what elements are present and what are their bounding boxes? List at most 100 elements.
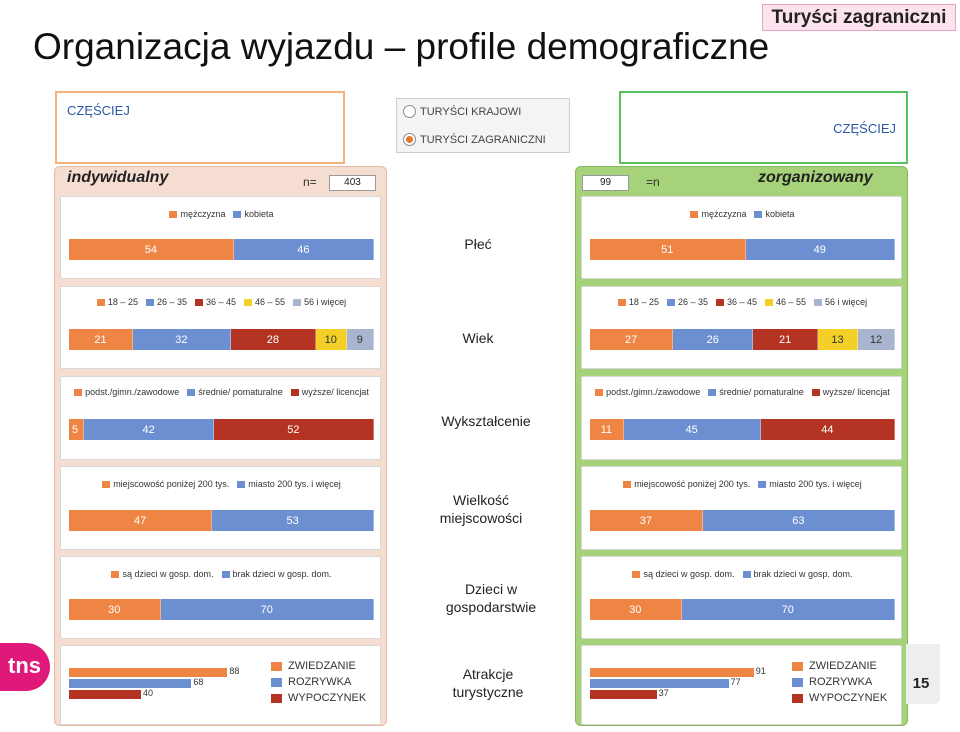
legend-label: wyższe/ licencjat [822,387,890,397]
radio-on-icon [403,133,416,146]
legend-item: ROZRYWKA [271,674,366,690]
row-label-age: Wiek [462,330,494,346]
attraction-value: 77 [730,677,741,687]
bar-segment: 45 [623,419,761,440]
bar-segment: 13 [817,329,858,350]
chart-legend: 18 – 25 26 – 35 36 – 45 46 – 55 56 i więcej [582,297,903,307]
legend-swatch [74,388,83,396]
n-label: n= [303,175,317,189]
attraction-bar [69,668,228,677]
bar-segment: 21 [753,329,818,350]
legend-label: mężczyzna [701,209,747,219]
frequency-filter-left[interactable]: CZĘŚCIEJ [55,91,345,164]
attraction-value: 37 [658,688,669,698]
frequency-filter-right[interactable]: CZĘŚCIEJ [619,91,908,164]
chart-legend: mężczyzna kobieta [61,209,382,219]
legend-label: WYPOCZYNEK [809,692,888,704]
legend-label: 18 – 25 [628,297,659,307]
bar-segment: 51 [590,239,746,260]
legend-swatch [271,677,282,687]
stacked-bar: 47 53 [69,510,374,531]
legend-item: 46 – 55 [765,297,806,307]
bar-segment: 70 [160,599,374,620]
legend-label: WYPOCZYNEK [288,692,367,704]
legend-label: 46 – 55 [255,297,286,307]
chart-legend: 18 – 25 26 – 35 36 – 45 46 – 55 56 i więcej [61,297,382,307]
legend-swatch [290,388,299,396]
legend-swatch [271,693,282,703]
chart-card: 91 77 37 ZWIEDZANIE ROZRYWKA WYPOCZYNEK [581,645,902,725]
bar-segment: 11 [590,419,624,440]
legend-item: 18 – 25 [96,297,138,307]
stacked-bar: 51 49 [590,239,895,260]
legend-swatch [792,661,803,671]
radio-option-foreign[interactable]: TURYŚCI ZAGRANICZNI [403,133,546,146]
bar-segment: 47 [69,510,213,531]
legend-item: wyższe/ licencjat [811,387,890,397]
legend-label: średnie/ pomaturalne [198,387,283,397]
attraction-value: 68 [193,677,204,687]
legend-item: 56 i więcej [293,297,346,307]
legend-label: są dzieci w gosp. dom. [643,569,735,579]
legend-item: kobieta [233,209,274,219]
legend-item: kobieta [754,209,795,219]
chart-card: 88 68 40 ZWIEDZANIE ROZRYWKA WYPOCZYNEK [60,645,381,725]
legend-swatch [244,298,253,306]
legend-item: są dzieci w gosp. dom. [111,569,214,579]
chart-legend: są dzieci w gosp. dom. brak dzieci w gosp… [61,569,382,579]
legend-label: miejscowość poniżej 200 tys. [113,479,230,489]
legend-label: miejscowość poniżej 200 tys. [634,479,751,489]
attraction-value: 91 [755,666,766,676]
panel-title: indywidualny [67,169,169,186]
page-number: 15 [912,675,930,692]
n-value: 403 [329,175,376,191]
legend-label: kobieta [244,209,274,219]
legend-item: są dzieci w gosp. dom. [632,569,735,579]
radio-off-icon [403,105,416,118]
chart-legend: mężczyzna kobieta [582,209,903,219]
bar-segment: 28 [230,329,317,350]
bar-segment: 9 [346,329,374,350]
legend-label: podst./gimn./zawodowe [85,387,180,397]
legend-label: 46 – 55 [776,297,807,307]
legend-swatch [595,388,604,396]
chart-card: miejscowość poniżej 200 tys. miasto 200 t… [581,466,902,550]
bar-segment: 42 [84,419,214,440]
legend-label: podst./gimn./zawodowe [606,387,701,397]
legend-item: mężczyzna [690,209,746,219]
bar-segment: 70 [681,599,895,620]
legend-label: 18 – 25 [107,297,138,307]
legend-label: 36 – 45 [205,297,237,307]
attraction-value: 40 [143,688,154,698]
chart-card: są dzieci w gosp. dom. brak dzieci w gosp… [581,556,902,639]
bar-segment: 54 [69,239,234,260]
legend-item: 56 i więcej [814,297,867,307]
legend-swatch [237,480,246,488]
stacked-bar: 21 32 28 10 9 [69,329,374,350]
radio-option-domestic[interactable]: TURYŚCI KRAJOWI [403,105,521,118]
legend-swatch [96,298,105,306]
legend-swatch [187,388,196,396]
segment-badge: Turyści zagraniczni [762,4,956,31]
chart-legend: podst./gimn./zawodowe średnie/ pomaturaln… [582,387,903,397]
stacked-bar: 37 63 [590,510,895,531]
legend-label: 26 – 35 [156,297,187,307]
row-label-attractions: Atrakcje turystyczne [452,666,524,700]
legend-label: ROZRYWKA [288,676,352,688]
chart-card: 18 – 25 26 – 35 36 – 45 46 – 55 56 i więcej 2… [60,286,381,369]
legend-swatch [792,677,803,687]
legend-label: mężczyzna [180,209,226,219]
legend-item: wyższe/ licencjat [290,387,369,397]
chart-legend: miejscowość poniżej 200 tys. miasto 200 t… [582,479,903,489]
legend-label: 56 i więcej [304,297,347,307]
legend-label: 36 – 45 [726,297,758,307]
tourist-type-selector: TURYŚCI KRAJOWI TURYŚCI ZAGRANICZNI [396,98,570,153]
legend-swatch [758,480,767,488]
chart-card: 18 – 25 26 – 35 36 – 45 46 – 55 56 i więcej 2… [581,286,902,369]
chart-card: podst./gimn./zawodowe średnie/ pomaturaln… [60,376,381,460]
row-label-town-size: Wielkość miejscowości [439,492,523,526]
legend-item: 26 – 35 [145,297,187,307]
chart-card: miejscowość poniżej 200 tys. miasto 200 t… [60,466,381,550]
legend-swatch [765,298,774,306]
legend-label: miasto 200 tys. i więcej [248,479,341,489]
